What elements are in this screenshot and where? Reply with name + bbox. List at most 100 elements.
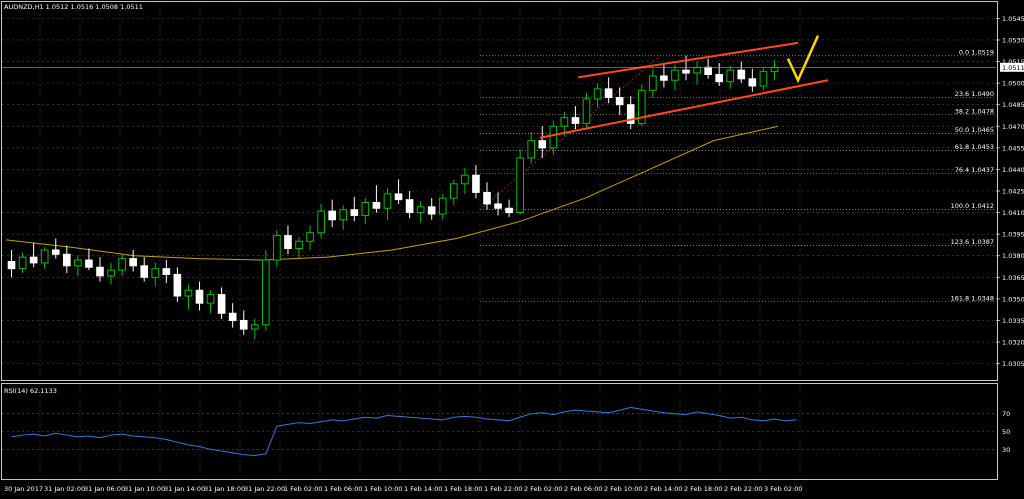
fibo-label: 50.0 1.0465	[955, 126, 994, 134]
time-label: 31 Jan 06:00	[84, 485, 125, 493]
candle-bear	[494, 203, 502, 209]
candle-bear	[195, 289, 204, 304]
candle-bull	[671, 69, 679, 81]
candle-bull	[461, 174, 469, 185]
channel-upper-line	[577, 41, 799, 79]
candle-bull	[118, 258, 126, 271]
channel-lower-line	[539, 79, 829, 139]
candle-bear	[604, 88, 613, 99]
candle-bull	[383, 193, 392, 209]
candle-bear	[748, 78, 757, 87]
fibonacci-levels: 0.0 1.0519 23.6 1.0490 38.2 1.0478 50.0 1.0…	[479, 48, 996, 302]
candle-bear	[239, 319, 248, 330]
candle-bull	[151, 268, 160, 278]
time-label: 2 Feb 10:00	[604, 485, 643, 493]
candle-bear	[173, 273, 182, 297]
fibo-label: 76.4 1.0437	[955, 166, 994, 174]
time-label: 31 Jan 18:00	[204, 485, 245, 493]
price-label: 1.0470	[1002, 123, 1024, 131]
candle-bull	[339, 209, 348, 221]
fibo-label: 161.8 1.0348	[951, 294, 994, 302]
time-label: 2 Feb 14:00	[644, 485, 683, 493]
rsi-level-label: 50	[1002, 428, 1010, 436]
candle-bear	[571, 117, 580, 124]
candle-bull	[40, 249, 49, 264]
candle-bear	[737, 69, 746, 80]
candle-bear	[405, 199, 414, 214]
time-label: 30 Jan 2017	[4, 485, 43, 493]
candle-bear	[715, 73, 724, 83]
price-label: 1.0485	[1002, 101, 1024, 109]
time-label: 3 Feb 02:00	[764, 485, 803, 493]
fibo-label: 123.6 1.0387	[951, 238, 994, 246]
candle-bear	[29, 256, 38, 264]
candle-bull	[306, 232, 314, 242]
candle-bear	[129, 258, 137, 267]
fibo-trend-line	[479, 55, 661, 211]
drawings[interactable]	[2, 35, 996, 139]
rsi-line	[11, 406, 797, 457]
candle-bull	[527, 140, 536, 159]
candle-bear	[538, 140, 547, 149]
price-label: 1.0365	[1002, 274, 1024, 282]
candle-bear	[372, 202, 381, 209]
time-label: 2 Feb 06:00	[564, 485, 603, 493]
ma-line	[5, 125, 779, 261]
price-label: 1.0335	[1002, 317, 1024, 325]
rsi-indicator: 70 50 30	[2, 406, 1010, 457]
price-label: 1.0455	[1002, 144, 1024, 152]
candle-bear	[682, 69, 690, 74]
price-label: 1.0425	[1002, 188, 1024, 196]
candle-bear	[328, 210, 337, 221]
time-label: 1 Feb 10:00	[364, 485, 403, 493]
current-price-badge	[1000, 62, 1024, 72]
candle-bear	[704, 66, 712, 75]
candle-bull	[18, 256, 27, 270]
candle-bear	[615, 97, 624, 106]
candle-bear	[96, 266, 104, 277]
price-label: 1.0320	[1002, 339, 1024, 347]
candle-bear	[472, 174, 480, 193]
current-price-label: 1.0511	[1002, 64, 1024, 72]
time-label: 1 Feb 14:00	[404, 485, 443, 493]
candle-bull	[206, 294, 215, 304]
fibo-label: 0.0 1.0519	[959, 48, 994, 56]
candle-bull	[726, 69, 735, 83]
candle-bear	[85, 259, 93, 268]
price-label: 1.0350	[1002, 295, 1024, 303]
candle-bull	[516, 157, 524, 214]
candles[interactable]	[7, 55, 779, 340]
time-label: 1 Feb 06:00	[324, 485, 363, 493]
candle-bull	[107, 269, 115, 277]
time-label: 1 Feb 02:00	[284, 485, 323, 493]
time-label: 1 Feb 18:00	[444, 485, 483, 493]
candle-bear	[51, 249, 60, 255]
time-label: 31 Jan 14:00	[164, 485, 205, 493]
fibo-label: 38.2 1.0478	[955, 107, 994, 115]
candle-bull	[449, 183, 458, 199]
moving-average	[5, 125, 779, 261]
time-label: 2 Feb 02:00	[524, 485, 563, 493]
grid-lines	[2, 4, 996, 478]
candle-bear	[483, 191, 491, 205]
candle-bull	[593, 88, 602, 100]
candle-bear	[626, 104, 635, 124]
time-label: 2 Feb 18:00	[684, 485, 723, 493]
fibo-label: 23.6 1.0490	[955, 90, 994, 98]
price-label: 1.0545	[1002, 15, 1024, 23]
price-label: 1.0530	[1002, 36, 1024, 44]
time-label: 1 Feb 22:00	[484, 485, 523, 493]
price-axis: 1.0545 1.0530 1.0515 1.0500 1.0485 1.0470 1.04…	[996, 15, 1024, 368]
price-label: 1.0305	[1002, 360, 1024, 368]
candle-bull	[74, 259, 82, 267]
rsi-label: RSI(14) 62.1133	[4, 387, 57, 395]
price-label: 1.0410	[1002, 209, 1024, 217]
candle-bull	[759, 71, 768, 87]
candle-bull	[416, 206, 425, 214]
candle-bear	[284, 235, 292, 250]
candle-bear	[228, 312, 237, 321]
chart-header: AUDNZD,H1 1.0512 1.0516 1.0508 1.0511	[4, 3, 143, 11]
fibo-label: 100.0 1.0412	[951, 202, 994, 210]
candle-bull	[770, 66, 779, 73]
